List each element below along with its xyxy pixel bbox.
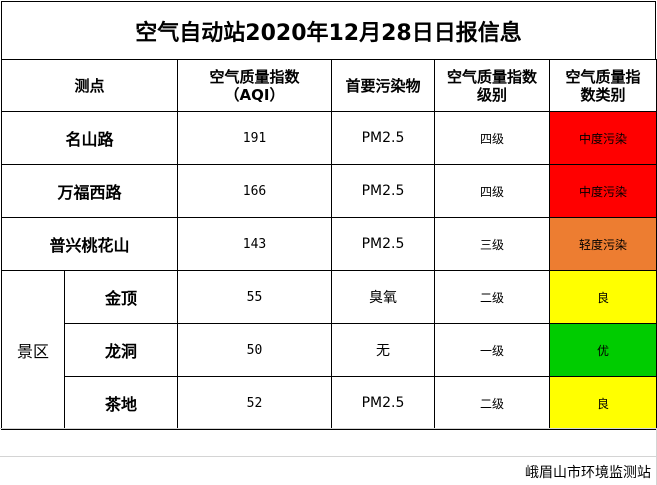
table-row: 龙洞 50 无 一级 优 xyxy=(2,323,657,377)
site-name: 茶地 xyxy=(64,376,178,430)
table-row: 名山路 191 PM2.5 四级 中度污染 xyxy=(1,111,657,165)
header-grade: 空气质量指数 级别 xyxy=(434,59,550,112)
report-title: 空气自动站2020年12月28日日报信息 xyxy=(1,1,656,59)
aqi-value: 143 xyxy=(177,217,332,271)
header-category-line2: 数类别 xyxy=(580,85,626,104)
table-row: 景区 金顶 55 臭氧 二级 良 xyxy=(1,270,657,430)
primary-pollutant: 无 xyxy=(331,323,435,377)
aqi-grade: 四级 xyxy=(434,111,550,165)
aqi-value: 52 xyxy=(177,376,332,430)
aqi-grade: 二级 xyxy=(434,270,550,324)
aqi-category: 良 xyxy=(549,270,657,324)
aqi-value: 166 xyxy=(177,164,332,218)
site-name: 名山路 xyxy=(1,111,178,165)
sheet-gridline xyxy=(0,428,657,429)
primary-pollutant: PM2.5 xyxy=(331,164,435,218)
site-name: 龙洞 xyxy=(64,323,178,377)
header-grade-line1: 空气质量指数 xyxy=(446,67,537,86)
header-aqi: 空气质量指数 （AQI） xyxy=(177,59,332,112)
header-aqi-line1: 空气质量指数 xyxy=(209,67,300,86)
header-row: 测点 空气质量指数 （AQI） 首要污染物 空气质量指数 级别 空气质量指 数类… xyxy=(1,59,657,112)
aqi-value: 50 xyxy=(177,323,332,377)
header-category-line1: 空气质量指 xyxy=(565,67,641,86)
aqi-grade: 二级 xyxy=(434,376,550,430)
aqi-category: 轻度污染 xyxy=(549,217,657,271)
primary-pollutant: PM2.5 xyxy=(331,111,435,165)
site-name: 普兴桃花山 xyxy=(1,217,178,271)
footer-station: 峨眉山市环境监测站 xyxy=(525,465,651,481)
scenic-zone-label: 景区 xyxy=(1,270,65,430)
aqi-table: 测点 空气质量指数 （AQI） 首要污染物 空气质量指数 级别 空气质量指 数类… xyxy=(1,59,657,430)
header-category: 空气质量指 数类别 xyxy=(549,59,657,112)
header-aqi-line2: （AQI） xyxy=(224,85,285,104)
site-name: 金顶 xyxy=(64,270,178,324)
aqi-category: 中度污染 xyxy=(549,111,657,165)
aqi-value: 55 xyxy=(177,270,332,324)
aqi-category: 良 xyxy=(549,376,657,430)
header-pollutant: 首要污染物 xyxy=(331,59,435,112)
aqi-category: 中度污染 xyxy=(549,164,657,218)
primary-pollutant: PM2.5 xyxy=(331,217,435,271)
table-row: 万福西路 166 PM2.5 四级 中度污染 xyxy=(1,164,657,218)
aqi-value: 191 xyxy=(177,111,332,165)
primary-pollutant: PM2.5 xyxy=(331,376,435,430)
aqi-grade: 四级 xyxy=(434,164,550,218)
primary-pollutant: 臭氧 xyxy=(331,270,435,324)
sheet-gridline xyxy=(0,456,657,457)
site-name: 万福西路 xyxy=(1,164,178,218)
table-row: 普兴桃花山 143 PM2.5 三级 轻度污染 xyxy=(1,217,657,271)
header-grade-line2: 级别 xyxy=(476,85,507,104)
aqi-grade: 一级 xyxy=(434,323,550,377)
aqi-grade: 三级 xyxy=(434,217,550,271)
table-row: 茶地 52 PM2.5 二级 良 xyxy=(2,376,657,430)
aqi-category: 优 xyxy=(549,323,657,377)
header-site: 测点 xyxy=(1,59,178,112)
